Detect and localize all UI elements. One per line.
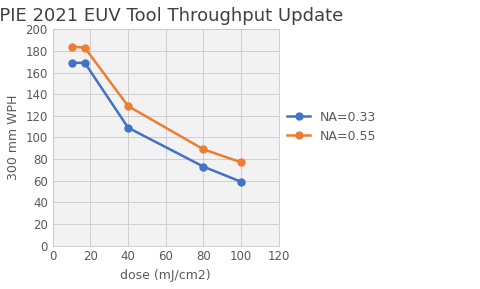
NA=0.55 — [82, 46, 87, 49]
NA=0.55 — [125, 104, 131, 108]
X-axis label: dose (mJ/cm2): dose (mJ/cm2) — [120, 269, 211, 282]
Line: NA=0.55: NA=0.55 — [68, 43, 244, 166]
NA=0.33 — [238, 180, 243, 184]
NA=0.55 — [238, 161, 243, 164]
NA=0.33 — [69, 61, 74, 64]
Legend: NA=0.33, NA=0.55: NA=0.33, NA=0.55 — [287, 110, 376, 143]
NA=0.33 — [200, 165, 206, 168]
Y-axis label: 300 mm WPH: 300 mm WPH — [7, 95, 20, 180]
NA=0.55 — [200, 148, 206, 151]
NA=0.55 — [69, 45, 74, 48]
Line: NA=0.33: NA=0.33 — [68, 59, 244, 185]
NA=0.33 — [82, 61, 87, 64]
NA=0.33 — [125, 126, 131, 129]
Title: SPIE 2021 EUV Tool Throughput Update: SPIE 2021 EUV Tool Throughput Update — [0, 7, 343, 25]
